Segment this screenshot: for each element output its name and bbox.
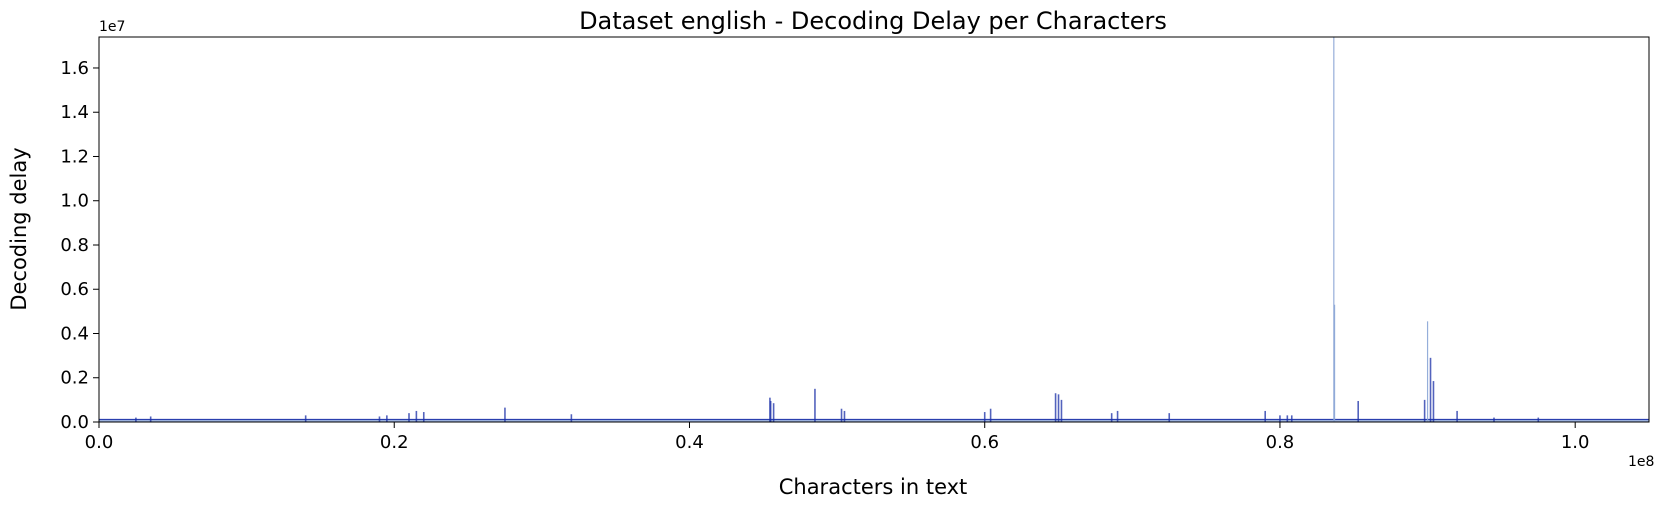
x-axis-label: Characters in text bbox=[779, 475, 968, 499]
axes-frame bbox=[98, 36, 1650, 423]
x-tick-label: 0.8 bbox=[1266, 432, 1295, 453]
y-tick-label: 1.6 bbox=[60, 58, 89, 79]
y-offset-label: 1e7 bbox=[99, 19, 125, 35]
y-tick-label: 0.8 bbox=[60, 235, 89, 256]
x-axis: 0.0 0.2 0.4 0.6 0.8 1.0 bbox=[85, 422, 1590, 453]
y-axis: 0.0 0.2 0.4 0.6 0.8 1.0 1.2 1.4 1.6 bbox=[60, 58, 99, 433]
y-tick-label: 1.4 bbox=[60, 102, 89, 123]
baseline-band bbox=[99, 419, 1649, 422]
x-tick-label: 1.0 bbox=[1561, 432, 1590, 453]
y-axis-label: Decoding delay bbox=[7, 147, 31, 310]
chart-title: Dataset english - Decoding Delay per Cha… bbox=[579, 7, 1167, 35]
plot-area bbox=[99, 37, 1649, 422]
y-tick-label: 1.0 bbox=[60, 191, 89, 212]
x-tick-label: 0.0 bbox=[85, 432, 114, 453]
y-tick-label: 0.0 bbox=[60, 412, 89, 433]
x-tick-label: 0.2 bbox=[380, 432, 409, 453]
x-tick-label: 0.4 bbox=[675, 432, 704, 453]
y-tick-label: 1.2 bbox=[60, 146, 89, 167]
y-tick-label: 0.4 bbox=[60, 323, 89, 344]
y-tick-label: 0.6 bbox=[60, 279, 89, 300]
x-tick-label: 0.6 bbox=[970, 432, 999, 453]
x-offset-label: 1e8 bbox=[1628, 454, 1654, 470]
y-tick-label: 0.2 bbox=[60, 368, 89, 389]
